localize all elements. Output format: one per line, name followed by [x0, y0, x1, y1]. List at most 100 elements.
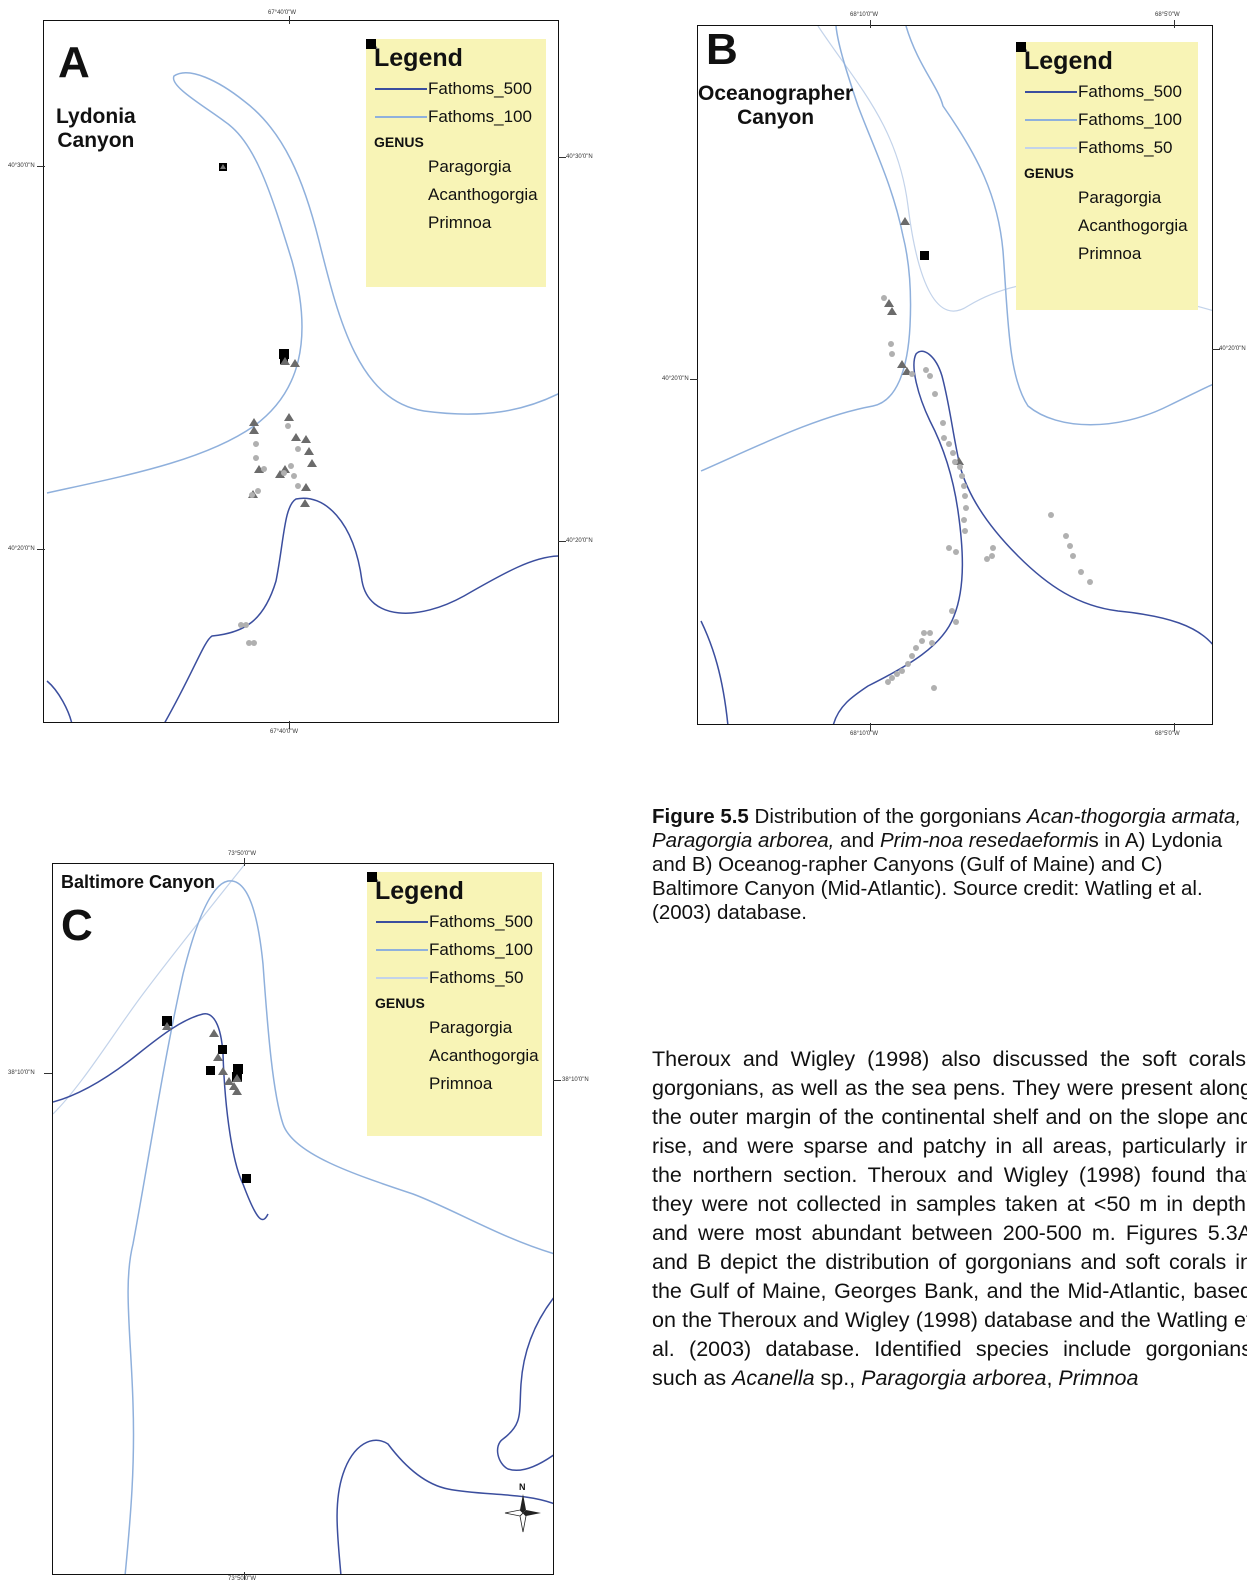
- map-a-legend-label: Fathoms_500: [428, 79, 532, 98]
- map-a-right-tick-2: 40°20'0"N: [566, 538, 593, 544]
- map-b-bottom-tick-1: 68°10'0"W: [850, 731, 879, 737]
- map-c-points: [162, 1016, 251, 1183]
- caption-text-3: s in A) Lydonia and B) Oceanog-rapher Ca…: [652, 829, 1223, 924]
- map-b-top-tick-2: 68°5'0"W: [1155, 12, 1180, 18]
- map-a-bottom-tick: 67°40'0"W: [270, 729, 299, 735]
- map-c-legend-label: Primnoa: [429, 1074, 493, 1093]
- map-c-legend-label: Fathoms_100: [429, 940, 533, 959]
- map-b-top-tick-1: 68°10'0"W: [850, 12, 879, 18]
- figure-caption: Figure 5.5 Distribution of the gorgonian…: [652, 805, 1242, 925]
- line-swatch-100: [374, 116, 428, 118]
- map-b-fathoms-500-contour: [832, 350, 1212, 724]
- map-b-bottom-tick-2: 68°5'0"W: [1155, 731, 1180, 737]
- map-a-canyon-name: Lydonia Canyon: [56, 105, 136, 153]
- map-b-legend: Legend Fathoms_500 Fathoms_100 Fathoms_5…: [1016, 42, 1198, 310]
- map-b-left-tickmark: [690, 379, 698, 380]
- line-swatch-500: [375, 921, 429, 923]
- map-a-right-tickmark-2: [558, 541, 566, 542]
- map-c-legend-label: Fathoms_50: [429, 968, 524, 987]
- map-a-canyon-name-line1: Lydonia: [56, 105, 136, 128]
- map-b-fathoms-500-corner: [700, 620, 729, 724]
- map-c-legend-row: Paragorgia: [367, 872, 534, 1042]
- map-c-canvas: [53, 864, 553, 1574]
- map-panel-b: B Oceanographer Canyon Legend Fathoms_50…: [697, 25, 1213, 725]
- map-a-right-tickmark-1: [558, 157, 566, 158]
- map-a-canyon-name-line2: Canyon: [57, 129, 135, 152]
- map-b-bottom-tickmark-2: [1174, 723, 1175, 731]
- map-c-legend-title: Legend: [375, 877, 464, 905]
- map-b-fathoms-100-west: [700, 26, 912, 472]
- map-c-fathoms-100-contour: [124, 880, 553, 1574]
- caption-label: Figure 5.5: [652, 805, 749, 828]
- map-c-canyon-name: Baltimore Canyon: [61, 870, 215, 894]
- map-b-legend-row: Fathoms_100: [1024, 106, 1190, 134]
- map-c-right-tickmark: [553, 1080, 561, 1081]
- body-italic-2: Paragorgia arborea: [861, 1366, 1047, 1390]
- map-a-fathoms-100-contour: [46, 72, 558, 494]
- map-a-legend-row: Fathoms_500: [374, 75, 538, 103]
- map-a-legend-label: Acanthogorgia: [428, 185, 538, 204]
- map-b-legend-title: Legend: [1024, 47, 1113, 75]
- map-b-right-tickmark: [1212, 349, 1220, 350]
- map-c-left-tick: 38°10'0"N: [8, 1070, 35, 1076]
- caption-text-2: and: [834, 829, 880, 852]
- line-swatch-500: [374, 88, 428, 90]
- map-a-fathoms-500-contour: [164, 497, 558, 722]
- map-a-fathoms-500-corner: [46, 680, 73, 722]
- body-text-3: ,: [1046, 1366, 1059, 1390]
- line-swatch-50: [375, 977, 429, 979]
- map-c-legend: Legend Fathoms_500 Fathoms_100 Fathoms_5…: [367, 872, 542, 1136]
- map-b-top-tickmark-2: [1174, 20, 1175, 28]
- map-c-top-tickmark: [244, 858, 245, 866]
- map-c-fathoms-500-contour: [53, 1013, 269, 1221]
- map-a-legend-row: Fathoms_100: [374, 103, 538, 131]
- map-c-letter: C: [61, 901, 93, 950]
- caption-text-1: Distribution of the gorgonians: [748, 805, 1027, 828]
- map-b-canvas: [700, 26, 1212, 724]
- body-text-1: Theroux and Wigley (1998) also discussed…: [652, 1047, 1247, 1390]
- body-italic-1: Acanella: [732, 1366, 815, 1390]
- map-b-legend-row: Primnoa: [1016, 42, 1190, 268]
- map-b-legend-label: Fathoms_50: [1078, 138, 1173, 157]
- map-a-left-tick-2: 40°20'0"N: [8, 546, 35, 552]
- map-b-legend-label: Primnoa: [1078, 244, 1142, 263]
- map-a-top-tickmark: [289, 16, 290, 24]
- north-arrow-icon: N: [503, 1482, 543, 1536]
- map-b-legend-label: Paragorgia: [1078, 188, 1162, 207]
- north-label: N: [519, 1482, 526, 1492]
- map-a-legend-title: Legend: [374, 44, 463, 72]
- map-c-legend-row: Acanthogorgia: [367, 872, 539, 1070]
- map-c-legend-label: Paragorgia: [429, 1018, 513, 1037]
- map-c-legend-row: Fathoms_50: [375, 964, 534, 992]
- map-a-right-tick-1: 40°30'0"N: [566, 154, 593, 160]
- line-swatch-50: [1024, 147, 1078, 149]
- map-b-bottom-tickmark-1: [870, 723, 871, 731]
- map-a-legend-row: Acanthogorgia: [366, 39, 538, 209]
- map-b-legend-label: Acanthogorgia: [1078, 216, 1188, 235]
- map-c-legend-row: Fathoms_100: [375, 936, 534, 964]
- map-c-legend-row: Fathoms_500: [375, 908, 534, 936]
- map-c-fathoms-500-south: [336, 1439, 553, 1574]
- map-a-bottom-tickmark: [289, 721, 290, 729]
- map-c-right-tick: 38°10'0"N: [562, 1077, 589, 1083]
- map-c-fathoms-50-contour: [53, 864, 246, 1115]
- map-c-genus-heading: GENUS: [375, 995, 425, 1011]
- body-italic-3: Primnoa: [1058, 1366, 1139, 1390]
- map-b-legend-row: Fathoms_500: [1024, 78, 1190, 106]
- body-paragraph: Theroux and Wigley (1998) also discussed…: [652, 1045, 1247, 1393]
- map-a-left-tickmark-2: [37, 549, 45, 550]
- map-panel-c: Baltimore Canyon C Legend Fathoms_500 Fa…: [52, 863, 554, 1575]
- map-b-legend-label: Fathoms_500: [1078, 82, 1182, 101]
- map-b-canyon-name-line2: Canyon: [737, 106, 815, 129]
- map-b-legend-label: Fathoms_100: [1078, 110, 1182, 129]
- map-c-bottom-tick: 73°50'0"W: [228, 1576, 257, 1582]
- map-b-canyon-name: Oceanographer Canyon: [698, 82, 853, 130]
- map-b-points: [881, 217, 1093, 691]
- map-b-left-tick: 40°20'0"N: [662, 376, 689, 382]
- line-swatch-100: [375, 949, 429, 951]
- map-a-points: [219, 163, 317, 646]
- map-a-legend-label: Fathoms_100: [428, 107, 532, 126]
- map-b-right-tick: 40°20'0"N: [1219, 346, 1246, 352]
- map-a-legend-row: Primnoa: [366, 39, 538, 237]
- caption-italic-1: Acan-thogorgia armata, Paragorgia arbore…: [652, 805, 1242, 852]
